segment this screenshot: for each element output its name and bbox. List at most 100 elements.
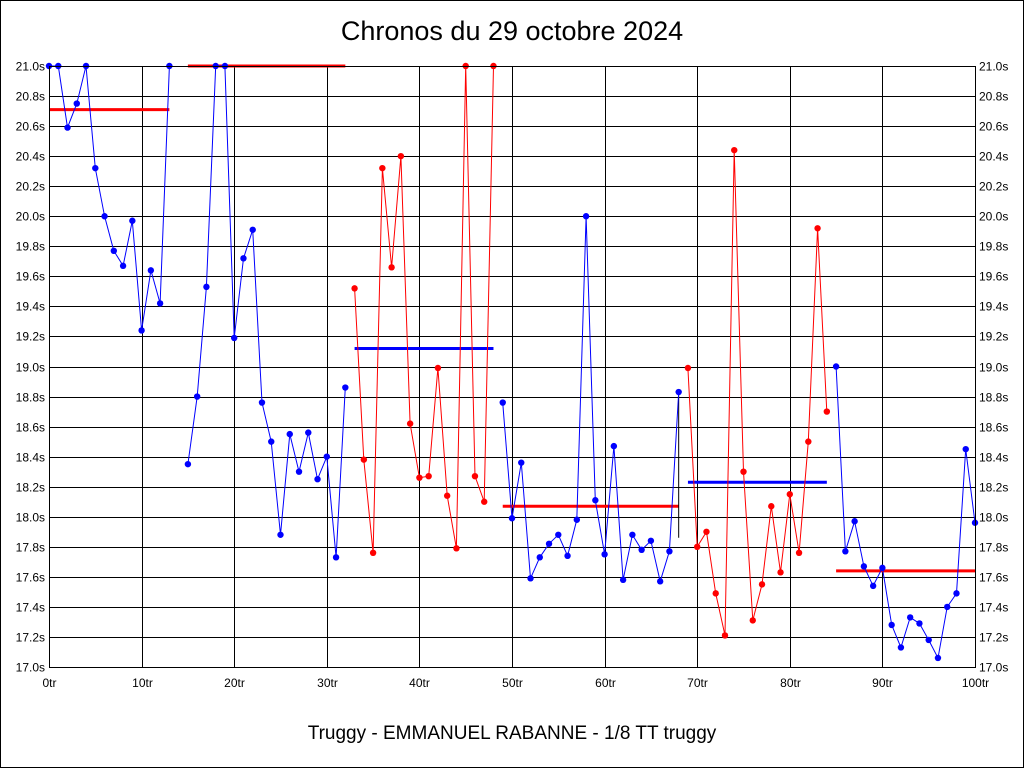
y-tick-label-right: 18.4s: [979, 451, 1008, 465]
lap-point: [925, 636, 932, 644]
plot-border: [49, 66, 976, 668]
y-tick-label-right: 20.4s: [979, 150, 1008, 164]
lap-point: [73, 100, 80, 107]
lap-point: [434, 364, 442, 372]
lap-point: [564, 552, 571, 560]
y-tick-label-right: 19.6s: [979, 270, 1008, 284]
lap-point: [795, 549, 803, 557]
lap-point: [360, 456, 368, 463]
lap-point: [425, 472, 432, 480]
lap-point: [416, 474, 423, 481]
lap-point: [119, 262, 127, 270]
y-tick-label-left: 19.0s: [16, 361, 45, 375]
lap-point: [832, 363, 840, 370]
lap-point: [332, 554, 340, 561]
lap-point: [406, 420, 414, 427]
y-tick-label-right: 20.8s: [979, 90, 1008, 104]
lap-point: [823, 408, 831, 415]
x-tick-label: 50tr: [502, 676, 523, 690]
lap-point: [397, 152, 405, 160]
lap-point: [351, 285, 358, 292]
lap-point: [240, 255, 247, 262]
lap-point: [610, 442, 618, 450]
lap-point: [471, 472, 479, 480]
lap-point: [258, 399, 266, 406]
lap-point: [388, 264, 395, 271]
y-tick-label-left: 19.4s: [16, 300, 45, 314]
lap-point: [906, 614, 914, 621]
x-tick-label: 60tr: [595, 676, 616, 690]
y-tick-label-right: 20.6s: [979, 120, 1008, 134]
lap-point: [184, 460, 192, 468]
lap-point: [582, 213, 590, 220]
lap-point: [508, 515, 516, 522]
lap-point: [64, 124, 71, 131]
y-tick-label-left: 17.0s: [16, 661, 45, 675]
series-line: [687, 150, 828, 636]
x-tick-label: 30tr: [317, 676, 338, 690]
lap-point: [101, 213, 108, 220]
lap-point: [703, 528, 710, 535]
series-line: [187, 65, 346, 558]
lap-point: [147, 267, 155, 274]
y-tick-label-left: 20.2s: [16, 180, 45, 194]
y-tick-label-left: 17.4s: [16, 601, 45, 615]
y-tick-label-left: 20.4s: [16, 150, 45, 164]
lap-point: [545, 540, 553, 547]
y-tick-label-right: 17.6s: [979, 571, 1008, 585]
series-line: [354, 65, 494, 553]
lap-point: [592, 497, 599, 504]
lap-point: [758, 581, 766, 588]
lap-point: [786, 491, 793, 498]
x-tick-label: 90tr: [872, 676, 893, 690]
lap-point: [619, 576, 627, 584]
x-tick-label: 20tr: [224, 676, 245, 690]
y-tick-label-right: 19.8s: [979, 240, 1008, 254]
lap-point: [573, 516, 581, 523]
lap-point: [518, 459, 525, 466]
lap-point: [916, 620, 923, 627]
lap-point: [277, 531, 284, 538]
lap-point: [129, 217, 136, 224]
lap-point: [694, 543, 701, 550]
lap-point: [481, 498, 488, 505]
y-tick-label-right: 18.2s: [979, 481, 1008, 495]
lap-point: [684, 364, 692, 372]
lap-point: [740, 468, 747, 475]
y-tick-label-right: 19.0s: [979, 361, 1008, 375]
series: [45, 62, 979, 662]
x-tick-label: 0tr: [42, 676, 56, 690]
lap-point: [638, 546, 645, 554]
lap-point: [934, 654, 942, 662]
lap-point: [851, 518, 858, 525]
y-tick-label-left: 18.6s: [16, 421, 45, 435]
lap-point: [712, 590, 719, 597]
y-tick-label-left: 19.8s: [16, 240, 45, 254]
lap-point: [314, 475, 321, 483]
lap-point: [805, 438, 812, 445]
lap-point: [814, 225, 821, 232]
lap-point: [138, 327, 145, 334]
lap-point: [777, 569, 784, 576]
y-tick-label-left: 17.2s: [16, 631, 45, 645]
lap-point: [860, 563, 868, 570]
y-tick-label-left: 18.4s: [16, 451, 45, 465]
lap-point: [629, 531, 636, 538]
y-tick-label-left: 20.8s: [16, 90, 45, 104]
y-tick-label-right: 20.0s: [979, 210, 1008, 224]
lap-point: [749, 617, 756, 624]
y-tick-label-right: 17.2s: [979, 631, 1008, 645]
lap-point: [286, 430, 293, 438]
y-tick-label-right: 20.2s: [979, 180, 1008, 194]
lap-point: [647, 537, 655, 544]
lap-point: [379, 164, 386, 172]
lap-point: [666, 548, 673, 555]
y-tick-label-right: 18.8s: [979, 391, 1008, 405]
axis-tick-labels: 17.0s 17.0s 17.2s 17.2s 17.4s 17.4s 17.6s 17.6s…: [16, 60, 1009, 691]
lap-point: [527, 575, 534, 582]
y-tick-label-left: 18.0s: [16, 511, 45, 525]
lap-point: [305, 429, 312, 436]
lap-point: [601, 551, 608, 558]
series-line: [502, 216, 680, 584]
lap-point: [369, 549, 377, 557]
